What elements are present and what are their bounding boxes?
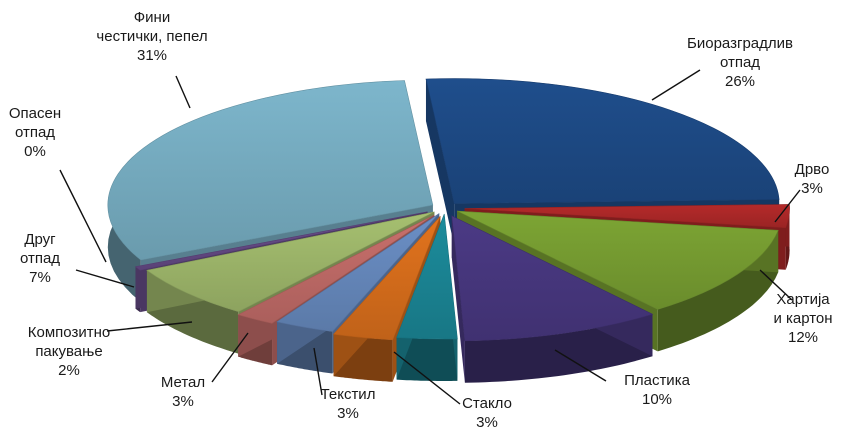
pie-slice-top (134, 211, 428, 271)
data-label: Дрво 3% (795, 161, 830, 197)
data-label: Пластика 10% (624, 372, 691, 408)
leader-line (554, 349, 607, 382)
data-label-name: Дрво (795, 161, 830, 178)
data-label-percent: 26% (725, 73, 755, 90)
data-label-name: Друг (24, 231, 56, 248)
pie-slice-face (451, 215, 465, 383)
data-label: Биоразградлив отпад 26% (687, 35, 793, 90)
data-label: Фини честички, пепел 31% (96, 9, 207, 64)
data-label-percent: 12% (788, 329, 818, 346)
leader-line (759, 269, 793, 301)
leader-line (59, 169, 107, 263)
data-label-percent: 0% (24, 143, 46, 160)
pie-slice-top (456, 210, 779, 310)
data-label: Метал 3% (161, 374, 205, 410)
data-label: Композитно пакување 2% (28, 324, 110, 379)
data-label-percent: 3% (172, 393, 194, 410)
pie-slice-face (425, 78, 455, 246)
pie-slice-side (396, 337, 458, 381)
data-label: Хартија и картон 12% (773, 291, 832, 346)
pie-slice-top (107, 80, 434, 261)
data-label-name: Пластика (624, 372, 691, 389)
data-label: Опасен отпад 0% (9, 105, 61, 160)
pie-slice (451, 215, 654, 383)
leader-line (175, 75, 191, 109)
leader-line (313, 347, 323, 396)
pie-slice-top (332, 215, 441, 341)
data-label-name: Хартија (776, 291, 830, 308)
data-label-name: отпад (20, 250, 60, 267)
pie-slice-top (146, 211, 435, 312)
leader-line (106, 321, 193, 332)
leader-line (651, 69, 701, 101)
leader-line (393, 351, 461, 405)
data-label-name: Стакло (462, 395, 512, 412)
data-label-percent: 3% (476, 414, 498, 427)
data-label-name: Композитно (28, 324, 110, 341)
data-label-name: и картон (773, 310, 832, 327)
data-label: Стакло 3% (462, 395, 512, 427)
leader-line (211, 332, 249, 383)
data-label-name: Метал (161, 374, 205, 391)
pie-slice-top (396, 213, 458, 340)
data-label-name: Биоразградлив (687, 35, 793, 52)
data-label-percent: 31% (137, 47, 167, 64)
pie-slice-top (237, 214, 435, 324)
data-label-name: отпад (720, 54, 760, 71)
data-label-name: честички, пепел (96, 28, 207, 45)
data-label-percent: 7% (29, 269, 51, 286)
leader-line (75, 269, 135, 288)
data-label-name: пакување (35, 343, 102, 360)
pie-slice-top (425, 78, 780, 204)
data-label-percent: 3% (337, 405, 359, 422)
data-label-percent: 10% (642, 391, 672, 408)
data-label-name: отпад (15, 124, 55, 141)
pie-slice-top (451, 215, 654, 342)
data-label-name: Текстил (321, 386, 376, 403)
data-label-percent: 2% (58, 362, 80, 379)
pie-slice-side (657, 230, 779, 352)
data-label: Текстил 3% (321, 386, 376, 422)
data-label-name: Опасен (9, 105, 61, 122)
data-label: Друг отпад 7% (20, 231, 60, 286)
data-label-percent: 3% (801, 180, 823, 197)
pie-slice (396, 213, 458, 381)
leader-line (774, 189, 801, 223)
pie-slice-top (276, 213, 440, 332)
data-label-name: Фини (134, 9, 170, 26)
